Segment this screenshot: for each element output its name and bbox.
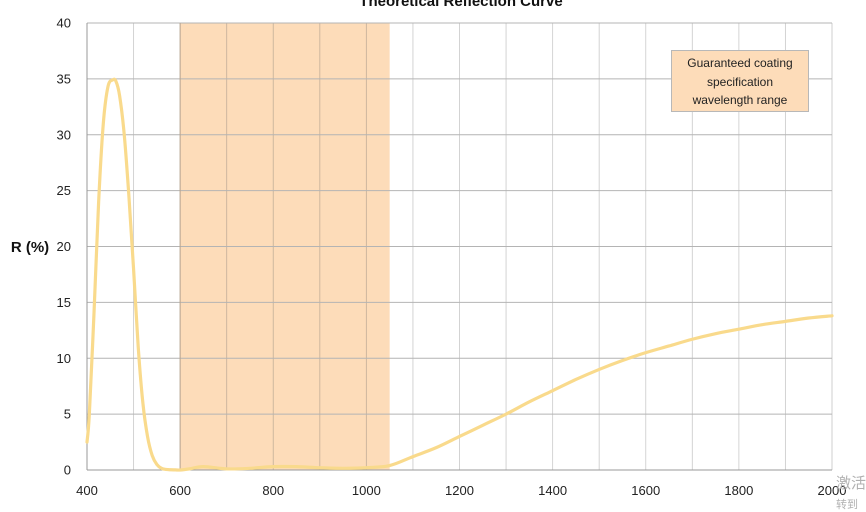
watermark-line-1: 激活	[836, 474, 866, 492]
legend-box: Guaranteed coating specification wavelen…	[671, 50, 809, 112]
x-tick-label: 1600	[631, 483, 660, 498]
axis-layer	[86, 23, 832, 471]
series-layer	[85, 77, 834, 472]
y-tick-label: 35	[57, 71, 71, 86]
series-line-0	[85, 77, 834, 472]
y-axis-label: R (%)	[11, 239, 49, 256]
x-tick-label: 1400	[538, 483, 567, 498]
x-tick-label: 800	[262, 483, 284, 498]
y-tick-label: 40	[57, 16, 71, 31]
y-tick-label: 10	[57, 351, 71, 366]
y-tick-label: 25	[57, 183, 71, 198]
x-tick-label: 1000	[352, 483, 381, 498]
y-tick-label: 20	[57, 239, 71, 254]
x-tick-label: 2000	[818, 483, 847, 498]
x-tick-label: 1800	[724, 483, 753, 498]
y-tick-label: 5	[64, 407, 71, 422]
tick-label-layer: 400 600 800 1000 1200 1400 1600 1800 2000 0 5 10 15 2…	[57, 16, 847, 499]
y-tick-label: 0	[64, 463, 71, 478]
legend-line-2: specification	[706, 74, 774, 89]
x-tick-label: 400	[76, 483, 98, 498]
chart-title: Theoretical Reflection Curve	[359, 0, 562, 10]
x-tick-label: 1200	[445, 483, 474, 498]
watermark-line-2: 转到	[836, 498, 858, 511]
grid-layer	[86, 22, 833, 471]
y-tick-label: 15	[57, 295, 71, 310]
legend-line-3: wavelength range	[692, 93, 788, 107]
x-tick-label: 600	[169, 483, 191, 498]
legend-line-1: Guaranteed coating	[687, 56, 793, 70]
y-tick-label: 30	[57, 127, 71, 142]
